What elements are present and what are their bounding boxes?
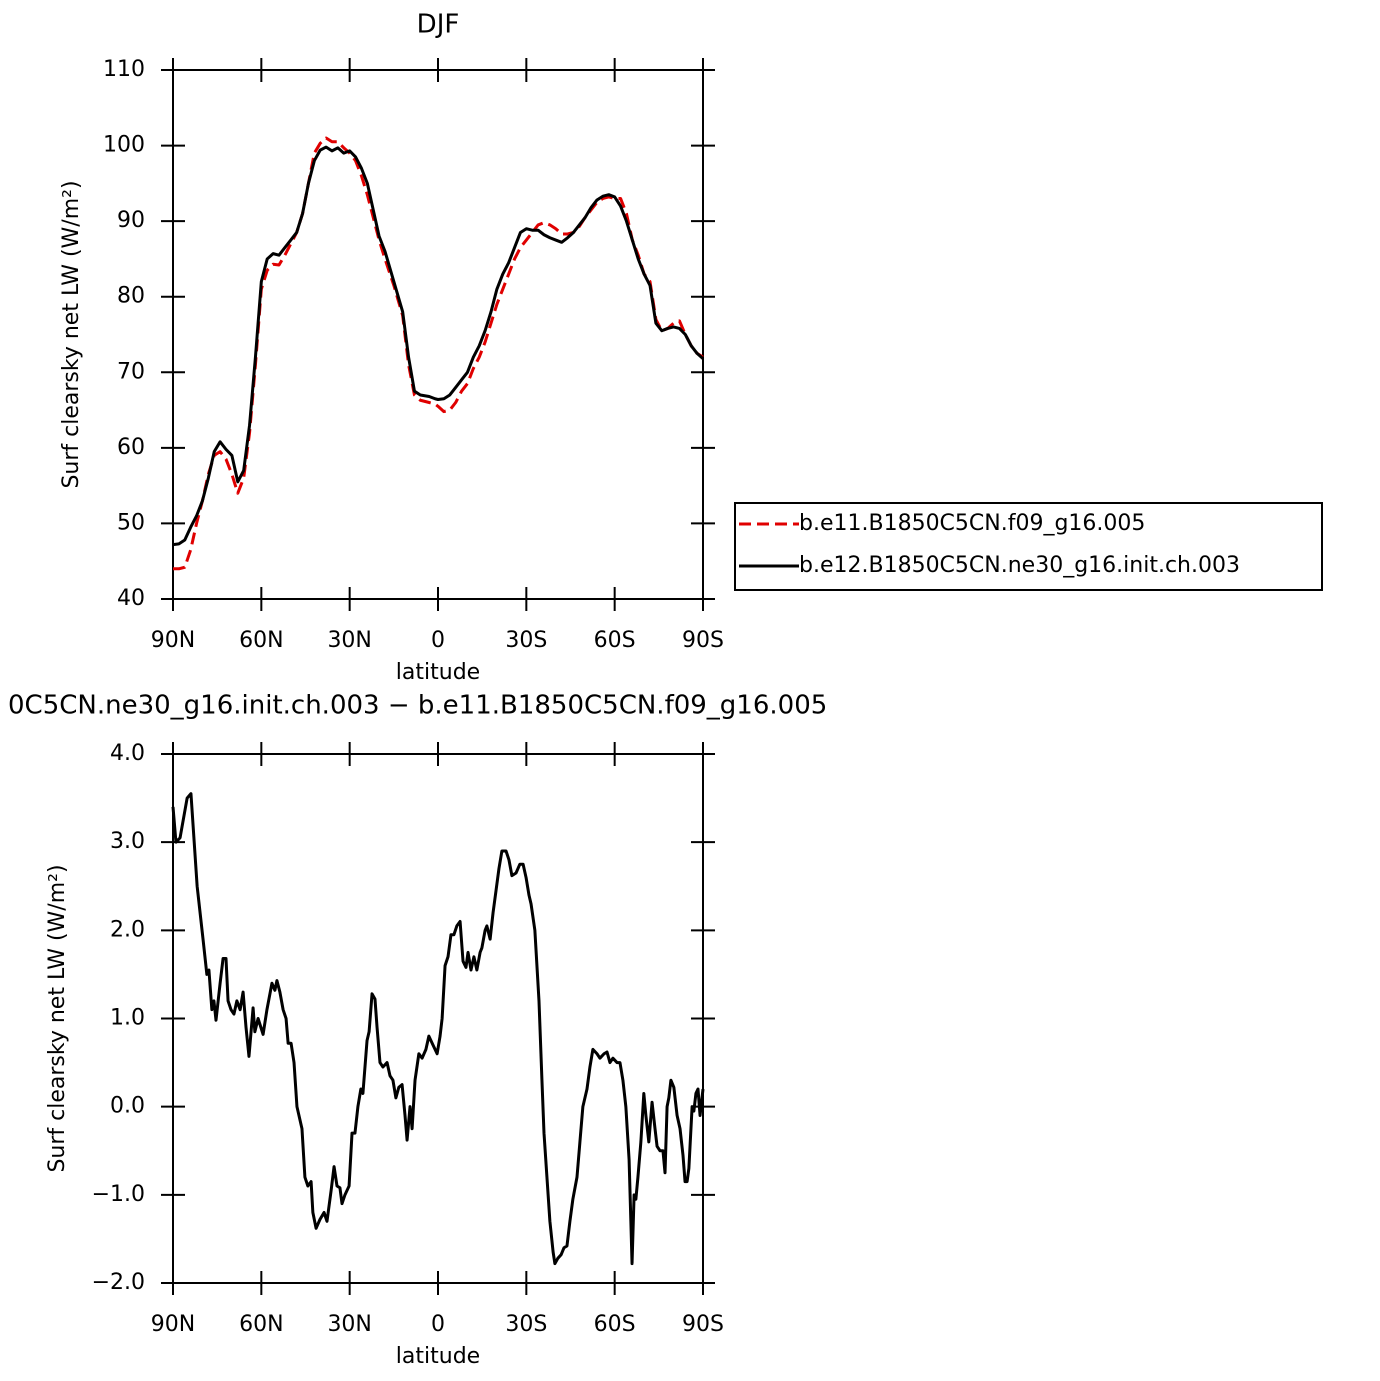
x-tick-label: 30S (505, 628, 547, 653)
x-tick-label: 30N (327, 1312, 371, 1337)
x-tick-label: 90N (151, 628, 195, 653)
legend-box (734, 502, 1323, 591)
x-axis-label: latitude (396, 660, 480, 685)
x-tick-label: 60N (239, 628, 283, 653)
x-tick-label: 90N (151, 1312, 195, 1337)
y-tick-label: 90 (117, 208, 145, 233)
y-tick-label: 3.0 (110, 829, 145, 854)
x-tick-label: 90S (682, 1312, 724, 1337)
x-tick-label: 90S (682, 628, 724, 653)
plot-frame (172, 69, 704, 600)
y-tick-label: 0.0 (110, 1094, 145, 1119)
y-tick-label: 50 (117, 510, 145, 535)
data-line (171, 792, 705, 1266)
data-line (173, 136, 704, 571)
data-line (172, 145, 705, 547)
x-tick-label: 30S (505, 1312, 547, 1337)
x-tick-label: 0 (431, 628, 445, 653)
y-tick-label: 110 (103, 57, 145, 82)
x-tick-label: 0 (431, 1312, 445, 1337)
x-tick-label: 30N (327, 628, 371, 653)
x-axis-label: latitude (396, 1344, 480, 1369)
chart-title: DJF (417, 10, 460, 40)
y-tick-label: 2.0 (110, 917, 145, 942)
y-tick-label: 1.0 (110, 1006, 145, 1031)
legend-label: b.e12.B1850C5CN.ne30_g16.init.ch.003 (799, 553, 1240, 578)
x-tick-label: 60S (594, 1312, 636, 1337)
y-tick-label: 4.0 (110, 741, 145, 766)
x-tick-label: 60N (239, 1312, 283, 1337)
x-tick-label: 60S (594, 628, 636, 653)
y-axis-label: Surf clearsky net LW (W/m²) (59, 180, 84, 488)
y-tick-label: 80 (117, 284, 145, 309)
legend-label: b.e11.B1850C5CN.f09_g16.005 (799, 511, 1145, 536)
y-tick-label: 60 (117, 435, 145, 460)
chart-title: 0C5CN.ne30_g16.init.ch.003 − b.e11.B1850… (8, 691, 827, 721)
y-axis-label: Surf clearsky net LW (W/m²) (45, 864, 70, 1172)
y-tick-label: 40 (117, 586, 145, 611)
y-tick-label: −1.0 (92, 1182, 145, 1207)
y-tick-label: 100 (103, 133, 145, 158)
y-tick-label: −2.0 (92, 1270, 145, 1295)
y-tick-label: 70 (117, 359, 145, 384)
